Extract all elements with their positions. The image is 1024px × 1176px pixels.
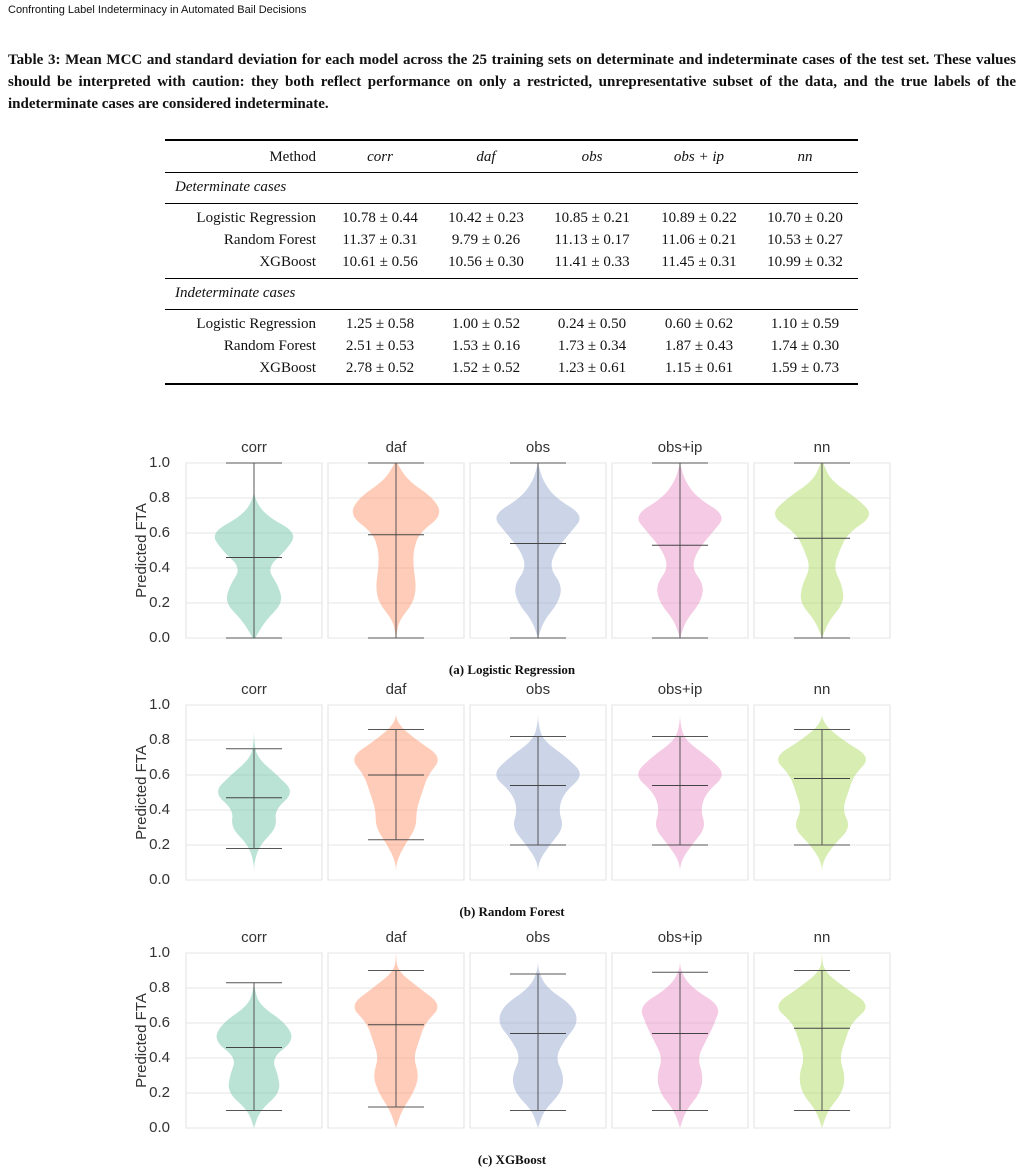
row-label: Random Forest: [223, 338, 316, 354]
table-cell: 1.15 ± 0.61: [664, 360, 734, 376]
y-tick-label: 0.8: [149, 979, 170, 996]
table-caption: Table 3: Mean MCC and standard deviation…: [8, 52, 1016, 112]
table-rule: [165, 139, 858, 141]
table-cell: 1.23 ± 0.61: [557, 360, 627, 376]
category-label: corr: [241, 929, 267, 946]
row-label: Logistic Regression: [196, 316, 316, 332]
table-cell: 10.70 ± 0.20: [767, 210, 843, 226]
table-cell: 1.10 ± 0.59: [770, 316, 840, 332]
table-rule: [165, 171, 858, 173]
table-cell: 1.73 ± 0.34: [557, 338, 627, 354]
column-header: nn: [797, 149, 813, 165]
category-label: obs: [526, 929, 550, 946]
table-cell: 0.60 ± 0.62: [664, 316, 734, 332]
table-cell: 11.37 ± 0.31: [342, 232, 418, 248]
table-cell: 10.56 ± 0.30: [448, 254, 524, 270]
y-tick-label: 0.8: [149, 489, 170, 506]
table-rule: [165, 383, 858, 385]
row-label: XGBoost: [259, 360, 316, 376]
table-cell: 1.53 ± 0.16: [451, 338, 521, 354]
y-tick-label: 0.6: [149, 524, 170, 541]
column-header: obs: [581, 149, 603, 165]
category-label: obs: [526, 681, 550, 698]
column-header: daf: [476, 149, 496, 165]
y-tick-label: 1.0: [149, 944, 170, 961]
category-label: nn: [814, 439, 831, 456]
section-title: Determinate cases: [175, 179, 287, 195]
table-cell: 11.13 ± 0.17: [554, 232, 630, 248]
y-axis-label: Predicted FTA: [133, 993, 150, 1088]
y-axis-label: Predicted FTA: [133, 745, 150, 840]
table-cell: 2.51 ± 0.53: [345, 338, 415, 354]
table-cell: 10.61 ± 0.56: [342, 254, 418, 270]
y-tick-label: 1.0: [149, 454, 170, 471]
y-tick-label: 0.0: [149, 629, 170, 646]
y-tick-label: 0.2: [149, 1084, 170, 1101]
table-cell: 10.85 ± 0.21: [554, 210, 630, 226]
category-label: nn: [814, 681, 831, 698]
category-label: obs+ip: [658, 681, 703, 698]
y-tick-label: 0.4: [149, 559, 170, 576]
table-cell: 11.45 ± 0.31: [661, 254, 737, 270]
table-cell: 2.78 ± 0.52: [345, 360, 415, 376]
category-label: corr: [241, 681, 267, 698]
category-label: daf: [386, 439, 408, 456]
table-cell: 1.87 ± 0.43: [664, 338, 734, 354]
caption: (b) Random Forest: [459, 904, 565, 919]
y-axis-label: Predicted FTA: [133, 503, 150, 598]
column-header: corr: [367, 149, 393, 165]
row-label: XGBoost: [259, 254, 316, 270]
y-tick-label: 0.0: [149, 871, 170, 888]
table-cell: 0.24 ± 0.50: [557, 316, 627, 332]
table-cell: 1.52 ± 0.52: [451, 360, 521, 376]
row-label: Random Forest: [223, 232, 316, 248]
column-header: Method: [269, 149, 316, 165]
y-tick-label: 0.6: [149, 1014, 170, 1031]
caption: (a) Logistic Regression: [449, 662, 576, 677]
category-label: corr: [241, 439, 267, 456]
table-cell: 11.06 ± 0.21: [661, 232, 737, 248]
row-label: Logistic Regression: [196, 210, 316, 226]
y-tick-label: 0.8: [149, 731, 170, 748]
category-label: nn: [814, 929, 831, 946]
table-cell: 1.74 ± 0.30: [770, 338, 840, 354]
y-tick-label: 0.6: [149, 766, 170, 783]
y-tick-label: 0.0: [149, 1119, 170, 1136]
table-rule: [165, 277, 858, 279]
section-title: Indeterminate cases: [175, 285, 296, 301]
table-cell: 10.42 ± 0.23: [448, 210, 524, 226]
table-rule: [165, 308, 858, 310]
table-cell: 11.41 ± 0.33: [554, 254, 630, 270]
table-cell: 9.79 ± 0.26: [451, 232, 521, 248]
table-cell: 10.78 ± 0.44: [342, 210, 418, 226]
y-tick-label: 0.4: [149, 801, 170, 818]
table-cell: 1.59 ± 0.73: [770, 360, 840, 376]
table-cell: 10.89 ± 0.22: [661, 210, 737, 226]
table-cell: 10.53 ± 0.27: [767, 232, 843, 248]
table-rule: [165, 202, 858, 204]
caption: (c) XGBoost: [478, 1152, 547, 1167]
table-cell: 1.00 ± 0.52: [451, 316, 521, 332]
y-tick-label: 0.4: [149, 1049, 170, 1066]
category-label: daf: [386, 681, 408, 698]
y-tick-label: 1.0: [149, 696, 170, 713]
table-cell: 1.25 ± 0.58: [345, 316, 415, 332]
column-header: obs + ip: [673, 149, 725, 165]
table-cell: 10.99 ± 0.32: [767, 254, 843, 270]
category-label: obs+ip: [658, 439, 703, 456]
running-header: Confronting Label Indeterminacy in Autom…: [8, 4, 307, 16]
category-label: obs: [526, 439, 550, 456]
category-label: daf: [386, 929, 408, 946]
y-tick-label: 0.2: [149, 594, 170, 611]
y-tick-label: 0.2: [149, 836, 170, 853]
category-label: obs+ip: [658, 929, 703, 946]
